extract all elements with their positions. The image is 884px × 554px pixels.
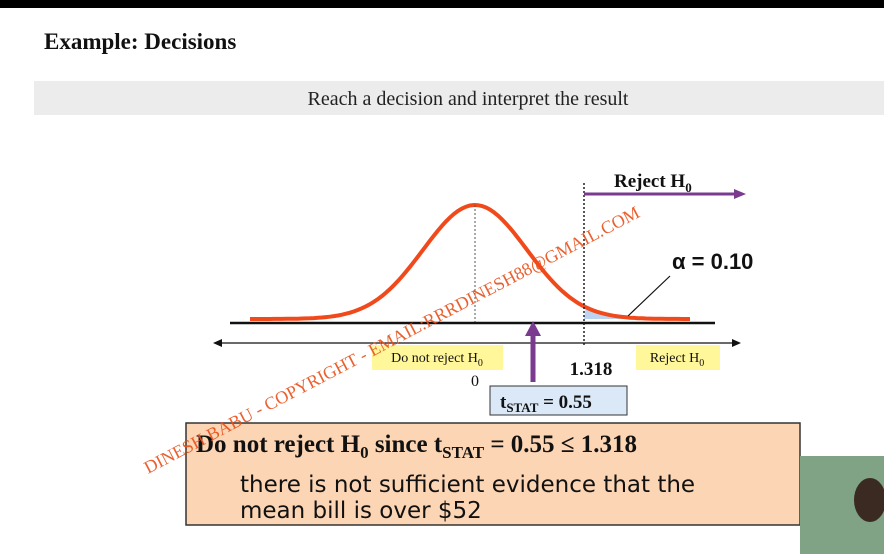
label-text: Reject H xyxy=(614,171,685,192)
title: Example: Decisions xyxy=(44,29,236,54)
webcam-person xyxy=(854,478,884,522)
label-text: = 0.55 xyxy=(538,392,592,413)
label-sub: 0 xyxy=(685,180,692,195)
center-value: 0 xyxy=(471,373,479,390)
conclusion-headline: Do not reject H0 since tSTAT = 0.55 ≤ 1.… xyxy=(196,431,637,462)
text: Do not reject H xyxy=(196,431,361,458)
conclusion-line: mean bill is over $52 xyxy=(240,498,482,524)
alpha-pointer xyxy=(627,275,671,317)
subtitle: Reach a decision and interpret the resul… xyxy=(308,88,629,110)
critical-value: 1.318 xyxy=(570,359,613,380)
label-text: Do not reject H xyxy=(391,351,478,366)
region-right-label: Reject H0 xyxy=(650,351,704,369)
sub: STAT xyxy=(442,443,485,462)
label-sub: 0 xyxy=(478,358,483,369)
reject-arrow-label: Reject H0 xyxy=(614,171,692,195)
region-left-label: Do not reject H0 xyxy=(391,351,483,369)
conclusion-line: there is not sufficient evidence that th… xyxy=(240,472,695,498)
sub: 0 xyxy=(360,443,369,462)
tstat-label: tSTAT = 0.55 xyxy=(500,392,592,415)
region-right-box xyxy=(636,345,720,370)
tstat-box xyxy=(489,385,628,416)
label-sub: 0 xyxy=(699,358,704,369)
text: = 0.55 ≤ 1.318 xyxy=(484,431,637,458)
tstat-arrowhead xyxy=(525,321,541,336)
region-left-box xyxy=(372,345,503,370)
distribution-curve xyxy=(250,202,690,321)
reject-arrowhead xyxy=(734,189,746,199)
conclusion-box xyxy=(185,422,801,526)
subtitle-band xyxy=(34,81,884,115)
alpha-label: α = 0.10 xyxy=(672,249,753,274)
label-text: Reject H xyxy=(650,351,699,366)
text: since t xyxy=(369,431,443,458)
top-bar xyxy=(0,0,884,8)
label-text: t xyxy=(500,392,507,413)
label-sub: STAT xyxy=(506,400,538,415)
